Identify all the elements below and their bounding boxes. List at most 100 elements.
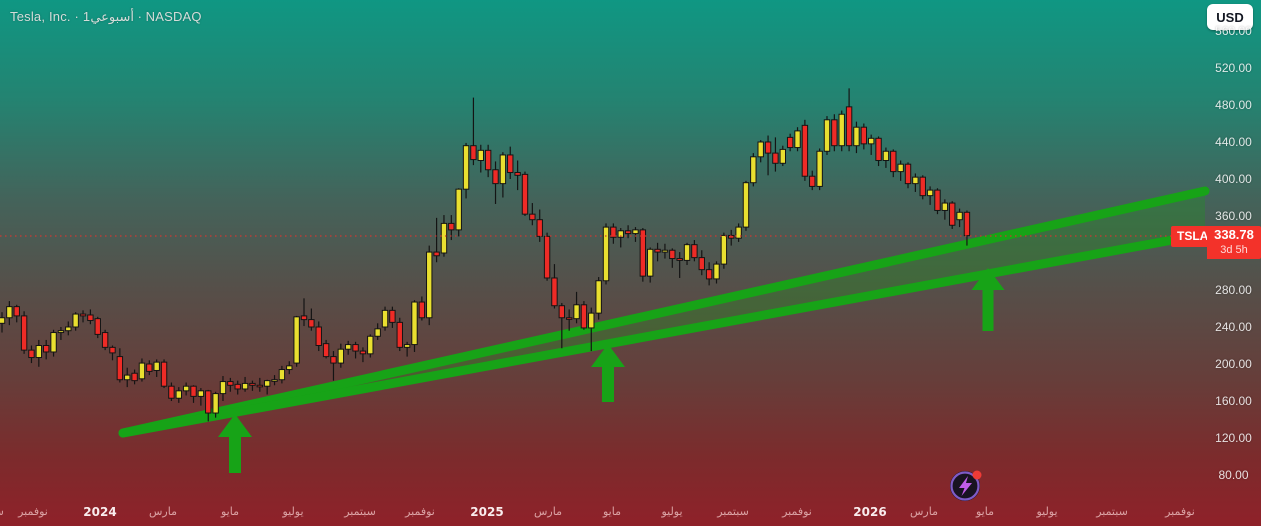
time-tick-month: يوليو (661, 505, 683, 518)
candle-body-down (875, 137, 882, 162)
candle (72, 312, 79, 331)
candle (345, 340, 352, 355)
price-tick: 240.00 (1215, 320, 1252, 334)
candle-body-down (131, 372, 138, 382)
candle (65, 321, 72, 336)
time-tick-month: نوفمبر (1165, 505, 1195, 518)
candle-body-up (853, 126, 860, 147)
candle (389, 306, 396, 328)
candle (949, 201, 956, 229)
candle-body-down (845, 106, 853, 147)
currency-toggle-button[interactable]: USD (1207, 4, 1253, 30)
up-arrow-drawing[interactable] (591, 344, 625, 402)
candle-body-up (403, 344, 411, 348)
candle (35, 339, 43, 367)
candle-body-down (315, 326, 322, 346)
candle (227, 377, 234, 392)
candle-body-down (396, 321, 403, 348)
time-tick-month: مايو (603, 505, 621, 518)
candle (860, 123, 868, 150)
candle (904, 162, 912, 189)
candle (786, 133, 794, 152)
up-arrow-drawing[interactable] (971, 268, 1005, 331)
candle (941, 199, 949, 220)
candle-body-down (565, 317, 573, 320)
candle-body-down (676, 258, 683, 261)
up-arrow-drawing[interactable] (218, 414, 252, 473)
upper-trendline[interactable] (118, 186, 1210, 438)
candle (42, 339, 50, 360)
candle-body-down (256, 384, 264, 388)
candle-body-down (772, 152, 779, 164)
candle-body-up (381, 309, 389, 328)
candle-body-down (433, 251, 440, 257)
time-tick-month: مارس (910, 505, 938, 518)
price-tick: 80.00 (1218, 468, 1249, 482)
time-tick-month: يوليو (282, 505, 304, 518)
candle (50, 329, 57, 357)
candle (507, 146, 514, 179)
candle (912, 173, 919, 192)
time-tick-month: سبتمبر (344, 505, 376, 518)
candle (779, 145, 786, 167)
candle-body-down (624, 230, 632, 235)
candle-body-down (79, 313, 87, 317)
lower-trendline[interactable] (118, 229, 1210, 438)
candle (440, 215, 448, 257)
candle-body-up (138, 362, 146, 380)
candle-body-up (602, 226, 610, 282)
lightning-icon (950, 470, 982, 501)
candle (337, 343, 345, 368)
candle (683, 242, 691, 266)
candle-body-up (742, 182, 750, 228)
candle (647, 247, 654, 283)
candle (573, 291, 580, 324)
candle (101, 329, 109, 351)
candle-body-down (543, 235, 551, 279)
candle (411, 300, 418, 352)
candle (352, 341, 359, 359)
candle-body-down (492, 169, 499, 185)
candle-body-down (919, 176, 926, 197)
candle (529, 203, 536, 226)
candle-body-down (507, 154, 514, 174)
candle-body-up (794, 130, 801, 149)
candle (845, 88, 853, 152)
candle-body-down (87, 314, 94, 322)
candle (565, 309, 573, 331)
candle-body-down (330, 356, 337, 364)
candle (595, 277, 602, 320)
candle (514, 160, 521, 191)
candle-body-up (867, 137, 875, 145)
spark-logo-button[interactable] (947, 466, 985, 504)
candle-body-down (418, 301, 426, 319)
candle (720, 232, 728, 269)
candle (249, 380, 256, 391)
candle-body-down (359, 350, 367, 355)
candle (234, 380, 241, 395)
candle (521, 171, 529, 216)
candle-body-down (786, 136, 794, 149)
candle-body-up (750, 156, 757, 184)
candle (588, 307, 595, 352)
trend-channel-drawing[interactable] (118, 186, 1210, 438)
candle-body-up (212, 393, 219, 414)
candle-body-up (573, 304, 580, 320)
candle (654, 242, 661, 262)
candle (182, 382, 190, 396)
candle (875, 136, 882, 167)
candle-body-down (904, 163, 912, 185)
candle (536, 209, 543, 242)
candle-body-up (956, 211, 963, 221)
candle-body-down (300, 315, 308, 321)
candle-body-up (735, 226, 742, 239)
candle-body-up (72, 313, 79, 328)
buy-arrows (218, 268, 1005, 473)
candle (617, 228, 624, 248)
candle-body-down (764, 141, 772, 154)
candle-body-down (831, 119, 838, 147)
candle-body-up (632, 229, 639, 235)
candle-body-down (691, 244, 698, 259)
candle-body-down (551, 277, 558, 307)
